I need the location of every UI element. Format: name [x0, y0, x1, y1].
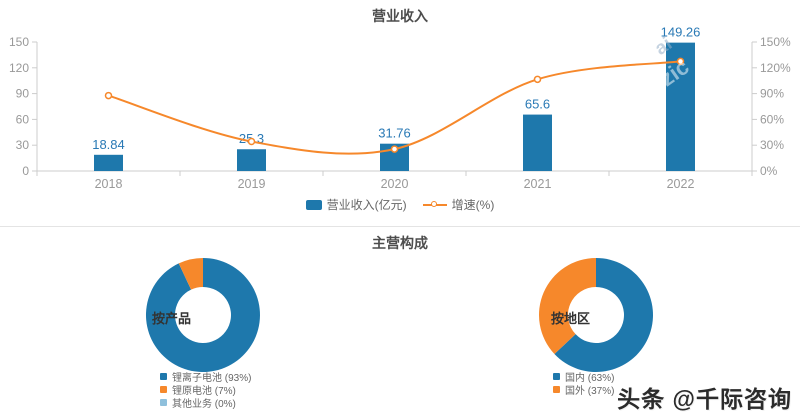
composition-title: 主营构成 — [372, 235, 428, 251]
pie-by-region-chart — [539, 258, 654, 372]
revenue-chart-title: 营业收入 — [372, 8, 428, 24]
growth-line-marker — [247, 137, 256, 146]
bar-value-label: 149.26 — [661, 26, 701, 40]
growth-line-marker — [533, 75, 542, 84]
pie-by-region-label: 按地区 — [551, 311, 591, 326]
revenue-bar — [237, 149, 266, 171]
y-axis-right-tick-label: 0% — [760, 164, 778, 178]
growth-line-marker — [104, 91, 113, 100]
pie-by-product-legend-item: 锂原电池 (7%) — [160, 383, 251, 397]
line-legend-swatch — [422, 200, 447, 210]
y-axis-left-tick-label: 150 — [9, 35, 29, 49]
pie-legend-swatch — [553, 373, 560, 380]
revenue-bar — [94, 154, 123, 171]
pie-by-product-chart — [145, 258, 260, 372]
pie-by-region-slice-0 — [554, 258, 654, 372]
growth-line-marker — [676, 57, 685, 66]
pie-by-region-legend-item: 国外 (37%) — [553, 383, 615, 397]
y-axis-left-tick-label: 120 — [9, 61, 29, 75]
y-axis-right-tick-label: 120% — [760, 61, 791, 75]
y-axis-right-tick-label: 90% — [760, 87, 784, 101]
legend-item-growth: 增速(%) — [422, 196, 495, 213]
pie-by-region-legend: 国内 (63%) 国外 (37%) — [553, 370, 615, 397]
pie-legend-swatch — [160, 386, 167, 393]
pie-by-region-legend-item: 国内 (63%) — [553, 370, 615, 384]
pie-legend-swatch — [553, 386, 560, 393]
pie-legend-label: 锂原电池 (7%) — [172, 386, 236, 397]
bar-value-label: 65.6 — [525, 97, 550, 112]
y-axis-right-tick-label: 150% — [760, 35, 791, 49]
legend-label: 营业收入(亿元) — [326, 198, 407, 212]
bar-value-label: 18.84 — [92, 137, 125, 152]
y-axis-left-tick-label: 0 — [22, 164, 29, 178]
bar-legend-swatch — [305, 199, 322, 210]
section-divider — [0, 226, 800, 227]
y-axis-right-tick-label: 60% — [760, 112, 784, 126]
pie-by-region-slice-1 — [539, 258, 596, 355]
x-axis-category-label: 2021 — [524, 177, 552, 191]
pie-legend-swatch — [160, 399, 167, 406]
growth-line-marker — [390, 145, 399, 153]
x-axis-category-label: 2020 — [381, 177, 409, 191]
pie-by-product-legend-item: 锂离子电池 (93%) — [160, 370, 252, 384]
pie-legend-label: 锂离子电池 (93%) — [172, 373, 252, 384]
y-axis-left-tick-label: 30 — [16, 138, 30, 152]
pie-legend-label: 其他业务 (0%) — [172, 399, 236, 410]
legend-item-revenue: 营业收入(亿元) — [305, 196, 407, 213]
revenue-legend: 营业收入(亿元) 增速(%) — [0, 196, 800, 213]
x-axis-category-label: 2019 — [238, 177, 266, 191]
pie-by-product-label: 按产品 — [152, 311, 192, 326]
pie-by-product-legend-item: 其他业务 (0%) — [160, 396, 251, 410]
x-axis-category-label: 2018 — [95, 177, 123, 191]
publisher-credit: 头条 @千际咨询 — [617, 386, 792, 412]
pie-by-product-slice-0 — [145, 258, 260, 372]
pie-by-product-slice-1 — [178, 258, 203, 290]
pie-legend-label: 国内 (63%) — [565, 373, 615, 384]
y-axis-left-tick-label: 90 — [16, 87, 30, 101]
pie-legend-swatch — [160, 373, 167, 380]
legend-label: 增速(%) — [451, 198, 495, 212]
bar-value-label: 31.76 — [378, 126, 411, 141]
y-axis-right-tick-label: 30% — [760, 138, 784, 152]
revenue-combo-chart: 0 30 60 90 120 150 0% 30% 60% 90% 120% 150% 2018 2019… — [9, 26, 791, 191]
pie-by-product-legend: 锂离子电池 (93%) 锂原电池 (7%) 其他业务 (0%) — [160, 370, 252, 410]
line-legend-marker — [430, 200, 437, 207]
x-axis-category-label: 2022 — [667, 177, 695, 191]
pie-legend-label: 国外 (37%) — [565, 386, 615, 397]
revenue-bar — [523, 114, 552, 171]
y-axis-left-tick-label: 60 — [16, 112, 30, 126]
